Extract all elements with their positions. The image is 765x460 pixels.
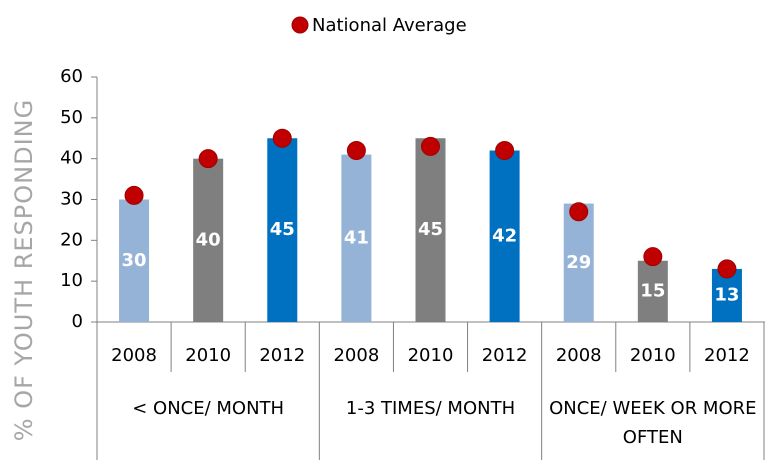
bar bbox=[637, 260, 668, 322]
average-marker bbox=[198, 149, 218, 169]
data-label: 29 bbox=[566, 252, 591, 273]
bar bbox=[489, 150, 520, 322]
average-marker bbox=[421, 136, 440, 156]
x-tick-label: 2008 bbox=[556, 345, 602, 366]
group-label: < ONCE/ MONTH bbox=[132, 398, 285, 419]
y-tick-label: 50 bbox=[60, 107, 83, 128]
average-marker bbox=[346, 141, 366, 160]
bar bbox=[563, 203, 594, 322]
bar bbox=[415, 138, 446, 322]
bar bbox=[119, 199, 150, 322]
y-tick-label: 20 bbox=[60, 229, 83, 250]
bar bbox=[267, 138, 298, 322]
average-marker bbox=[717, 259, 737, 279]
x-tick-label: 2012 bbox=[482, 345, 528, 366]
average-marker bbox=[495, 141, 515, 160]
average-marker bbox=[643, 247, 663, 267]
legend-marker bbox=[291, 16, 309, 34]
bar bbox=[193, 158, 224, 322]
average-marker bbox=[124, 185, 144, 205]
y-tick-label: 30 bbox=[60, 189, 83, 210]
bar bbox=[341, 154, 372, 322]
data-label: 45 bbox=[418, 219, 443, 240]
group-label-box: ONCE/ WEEK OR MORE OFTEN bbox=[549, 398, 757, 448]
y-tick-label: 40 bbox=[60, 148, 83, 169]
x-tick-label: 2010 bbox=[408, 345, 454, 366]
x-tick-label: 2008 bbox=[333, 345, 379, 366]
x-tick-label: 2010 bbox=[630, 345, 676, 366]
group-label: 1-3 TIMES/ MONTH bbox=[345, 398, 516, 419]
data-label: 40 bbox=[196, 229, 221, 250]
average-marker bbox=[272, 128, 292, 148]
data-label: 15 bbox=[640, 280, 665, 301]
y-tick-label: 60 bbox=[60, 66, 83, 87]
x-tick-label: 2012 bbox=[259, 345, 305, 366]
y-tick-label: 10 bbox=[60, 270, 83, 291]
y-tick-label: 0 bbox=[72, 311, 83, 332]
data-label: 45 bbox=[270, 219, 295, 240]
x-tick-label: 2012 bbox=[704, 345, 750, 366]
legend-label: National Average bbox=[312, 15, 467, 36]
group-label-box: 1-3 TIMES/ MONTH bbox=[345, 398, 516, 419]
data-label: 30 bbox=[122, 250, 147, 271]
x-tick-label: 2008 bbox=[111, 345, 157, 366]
group-label-box: < ONCE/ MONTH bbox=[132, 398, 285, 419]
y-axis-title: % OF YOUTH RESPONDING bbox=[10, 99, 38, 441]
data-label: 41 bbox=[344, 227, 369, 248]
data-label: 42 bbox=[492, 225, 517, 246]
x-tick-label: 2010 bbox=[185, 345, 231, 366]
data-label: 13 bbox=[714, 284, 739, 305]
average-marker bbox=[569, 202, 589, 222]
group-label: ONCE/ WEEK OR MORE OFTEN bbox=[549, 398, 757, 448]
